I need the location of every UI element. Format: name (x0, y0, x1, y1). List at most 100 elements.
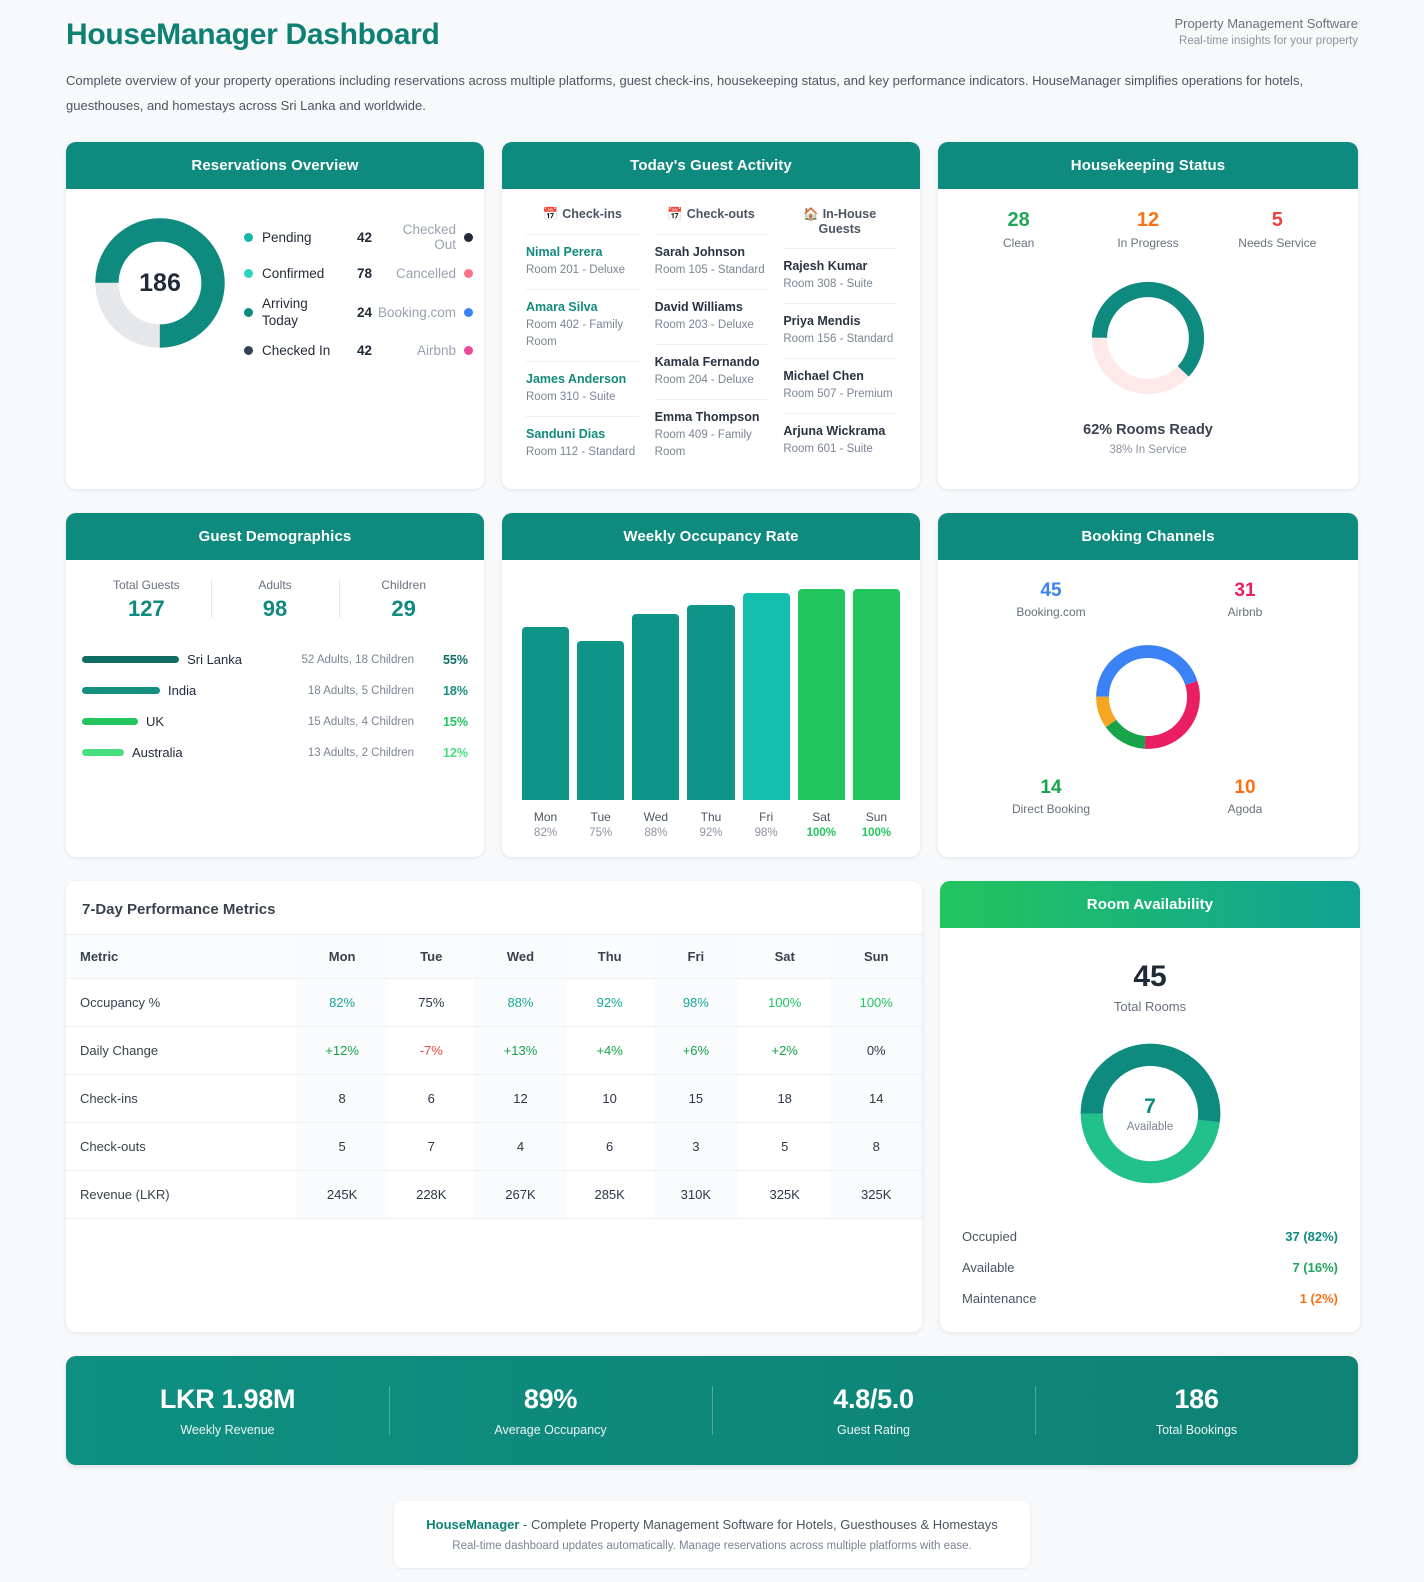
guest-activity-item[interactable]: David Williams Room 203 - Deluxe (654, 289, 768, 344)
occupancy-bar (852, 589, 900, 800)
guest-name: Amara Silva (526, 300, 598, 314)
demographics-bar (82, 718, 138, 725)
occupancy-bar-column (632, 578, 680, 800)
dashboard-row-3: 7-Day Performance Metrics Metric Mon Tue We… (66, 881, 1360, 1332)
demographics-country-pct: 18% (442, 683, 468, 698)
legend-secondary-value: 3 (482, 266, 484, 281)
demographics-stat: Adults 98 (210, 578, 340, 622)
booking-channel-value: 31 (1234, 580, 1256, 601)
metrics-cell: 5 (296, 1122, 389, 1171)
guest-room: Room 310 - Suite (526, 391, 616, 403)
housekeeping-donut-chart (1084, 274, 1212, 402)
kpi-label: Weekly Revenue (180, 1423, 275, 1437)
weekly-occupancy-card: Weekly Occupancy Rate Mon 82% Tue 75% Wed 88%… (502, 513, 920, 857)
guest-name: Nimal Perera (526, 245, 603, 259)
guest-activity-item[interactable]: Priya Mendis Room 156 - Standard (783, 303, 896, 358)
legend-secondary-dot (464, 269, 474, 278)
occupancy-percent: 92% (699, 827, 723, 839)
guest-activity-item[interactable]: Amara Silva Room 402 - Family Room (526, 289, 639, 361)
room-status-label: Maintenance (962, 1291, 1037, 1306)
calendar-icon: 📅 (667, 207, 683, 221)
guest-activity-item[interactable]: Sanduni Dias Room 112 - Standard (526, 416, 639, 471)
occupancy-bar-column (797, 578, 845, 800)
housekeeping-stat-label: In Progress (1117, 236, 1179, 250)
demographics-stat-value: 29 (391, 596, 416, 621)
demographics-stat: Children 29 (339, 578, 468, 622)
guest-activity-title: Today's Guest Activity (502, 142, 920, 189)
guest-room: Room 201 - Deluxe (526, 264, 626, 276)
metrics-row-label: Daily Change (66, 1026, 296, 1075)
metrics-row-label: Revenue (LKR) (66, 1170, 296, 1219)
occupancy-bar (522, 627, 570, 800)
guest-activity-item[interactable]: Emma Thompson Room 409 - Family Room (654, 399, 768, 471)
guest-activity-columns: 📅 Check-ins Nimal Perera Room 201 - Deluxe A… (518, 207, 904, 471)
booking-channel-stat: 31 Airbnb (1148, 578, 1342, 619)
metrics-row-label: Check-outs (66, 1122, 296, 1171)
guest-activity-item[interactable]: Arjuna Wickrama Room 601 - Suite (783, 413, 896, 468)
housekeeping-status-title: Housekeeping Status (938, 142, 1358, 189)
metrics-cell: 75% (388, 978, 475, 1027)
legend-secondary-label: Cancelled (396, 266, 457, 281)
booking-channel-label: Booking.com (1016, 605, 1086, 619)
occupancy-bar-chart (518, 578, 904, 800)
guest-name: Sarah Johnson (654, 245, 745, 259)
guest-name: James Anderson (526, 372, 627, 386)
legend-secondary-dot (464, 346, 474, 355)
metrics-cell: 92% (566, 978, 653, 1027)
guest-activity-item[interactable]: Michael Chen Room 507 - Premium (783, 358, 896, 413)
booking-channel-slice (1096, 645, 1200, 749)
demographics-country-detail: 52 Adults, 18 Children (301, 653, 414, 666)
page-title: HouseManager Dashboard (66, 18, 440, 51)
legend-secondary-value: 31 (482, 343, 484, 358)
metrics-cell: 82% (296, 978, 389, 1027)
booking-channel-label: Airbnb (1227, 605, 1263, 619)
header-right-meta: Property Management Software Real-time i… (1174, 14, 1358, 50)
legend-color-dot (244, 269, 253, 278)
reservations-legend-row: Confirmed 78 Cancelled 3 (244, 259, 484, 288)
room-status-label: Occupied (962, 1229, 1017, 1244)
occupancy-bar-column (852, 578, 900, 800)
demographics-country-name: India (168, 683, 197, 698)
legend-secondary-dot (464, 307, 474, 317)
reservations-legend-row: Checked In 42 Airbnb 31 (244, 336, 484, 365)
metrics-cell: 100% (830, 978, 922, 1027)
guest-activity-item[interactable]: Kamala Fernando Room 204 - Deluxe (654, 344, 768, 399)
metrics-cell: 325K (738, 1170, 831, 1219)
demographics-bar-wrap: Sri Lanka (82, 652, 242, 667)
bottom-padding (66, 1568, 1358, 1582)
guest-activity-item[interactable]: Sarah Johnson Room 105 - Standard (654, 234, 768, 289)
metrics-cell: 100% (738, 978, 831, 1027)
guest-room: Room 409 - Family Room (654, 429, 752, 458)
occupancy-day: Sat (812, 810, 831, 824)
home-icon: 🏠 (803, 207, 819, 221)
product-tagline: Property Management Software (1174, 16, 1358, 31)
guest-demographics-body: Total Guests 127 Adults 98 Children 29 Sri La… (66, 560, 484, 857)
guest-activity-item[interactable]: James Anderson Room 310 - Suite (526, 361, 639, 416)
metrics-cell: 14 (830, 1074, 922, 1123)
housekeeping-status-card: Housekeeping Status 28 Clean 12 In Progress… (938, 142, 1358, 489)
legend-value: 42 (356, 343, 372, 358)
legend-secondary-label: Checked Out (402, 222, 457, 252)
legend-label: Pending (262, 229, 312, 245)
reservations-donut-svg (95, 218, 225, 348)
room-availability-donut-chart: 7 Available (1073, 1036, 1228, 1191)
metrics-column-header: Mon (296, 934, 389, 979)
demographics-stat-value: 98 (262, 596, 288, 621)
occupancy-bar-label: Thu 92% (687, 810, 734, 839)
metrics-cell: 325K (830, 1170, 922, 1219)
reservations-legend: Pending 42 Checked Out 8 Confirmed 78 Cancelle… (244, 207, 484, 365)
guest-name: Rajesh Kumar (783, 259, 868, 273)
guest-room: Room 601 - Suite (783, 443, 873, 455)
occupancy-bar-column (577, 578, 625, 800)
footer-line-1: HouseManager - Complete Property Managem… (412, 1517, 1012, 1532)
metrics-cell: 15 (652, 1074, 739, 1123)
metrics-cell: 3 (652, 1122, 739, 1171)
guest-activity-item[interactable]: Rajesh Kumar Room 308 - Suite (783, 248, 896, 303)
guest-activity-column-header: 🏠 In-House Guests (783, 207, 896, 248)
table-spacer (66, 1219, 922, 1331)
guest-activity-item[interactable]: Nimal Perera Room 201 - Deluxe (526, 234, 639, 289)
performance-metrics-card: 7-Day Performance Metrics Metric Mon Tue We… (66, 881, 922, 1332)
occupancy-bar (742, 593, 790, 800)
guest-room: Room 402 - Family Room (526, 319, 624, 348)
room-availability-row: Available 7 (16%) (962, 1252, 1338, 1283)
